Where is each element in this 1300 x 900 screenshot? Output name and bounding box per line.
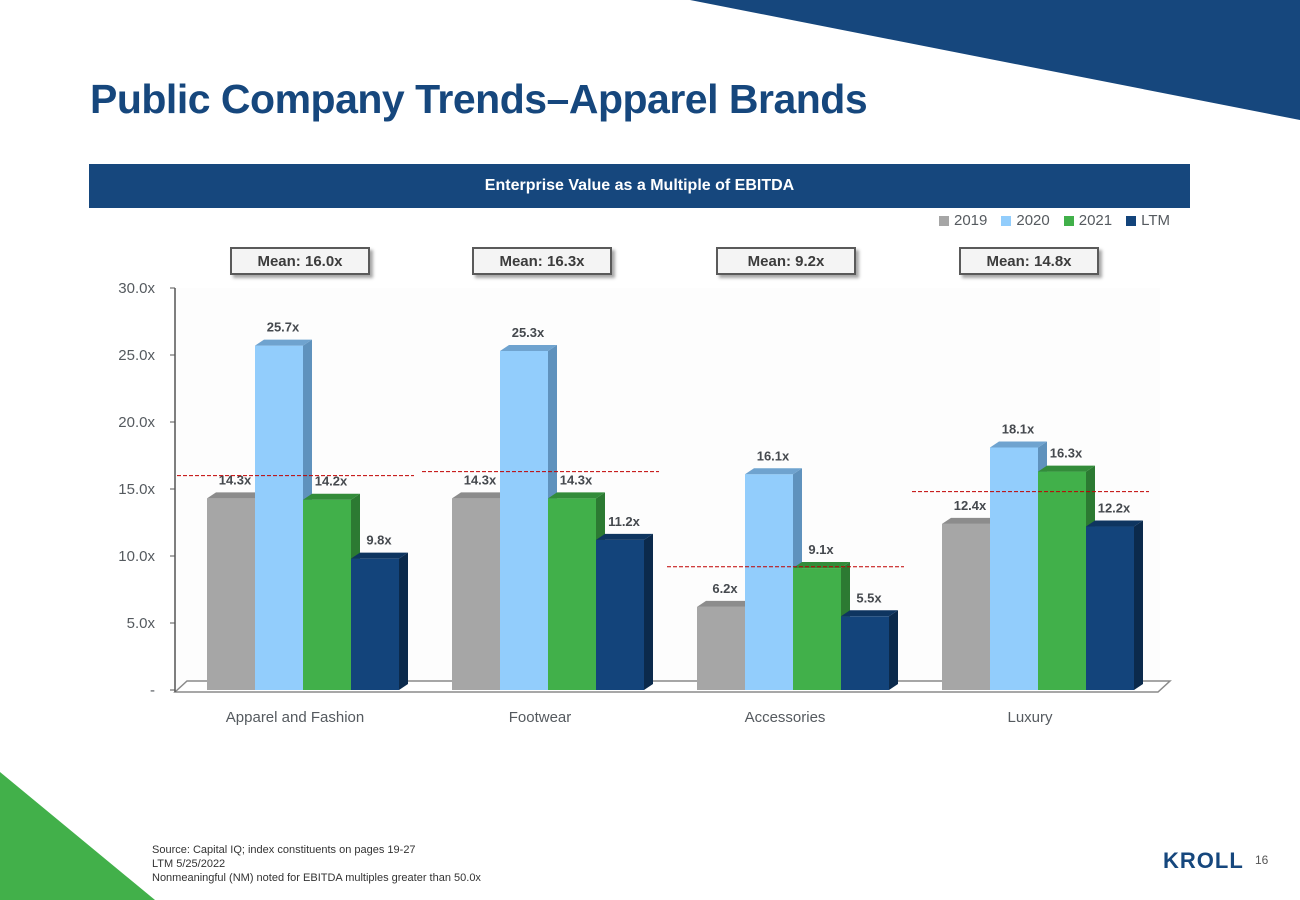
bar-2019-top <box>207 492 264 499</box>
y-tick-label: 25.0x <box>118 347 155 364</box>
legend-label-ltm: LTM <box>1141 212 1170 229</box>
data-label: 9.8x <box>366 533 392 548</box>
mean-label: Mean: 16.3x <box>499 252 585 270</box>
page-title: Public Company Trends–Apparel Brands <box>90 76 868 122</box>
x-category-label: Accessories <box>745 709 826 726</box>
bar-2019-front <box>697 606 745 690</box>
bar-2021-top <box>1038 465 1095 472</box>
data-label: 6.2x <box>712 581 738 596</box>
legend-label-2019: 2019 <box>953 212 988 229</box>
data-label: 25.3x <box>512 325 545 340</box>
chart-legend: 2019 2020 2021 LTM <box>938 212 1170 229</box>
bar-ltm-side <box>1134 520 1143 690</box>
data-label: 14.2x <box>315 474 348 489</box>
bar-2020-top <box>255 339 312 346</box>
data-label: 18.1x <box>1002 421 1035 436</box>
bar-ltm-side <box>399 552 408 690</box>
bar-2020-front <box>745 474 793 690</box>
bar-2019-top <box>942 517 999 524</box>
bar-ltm-front <box>841 616 889 690</box>
chart-title-banner: Enterprise Value as a Multiple of EBITDA <box>89 164 1190 208</box>
data-label: 16.3x <box>1050 446 1083 461</box>
bar-ltm-top <box>351 552 408 559</box>
footnote-ltm-date: LTM 5/25/2022 <box>152 858 226 870</box>
legend-swatch-2019 <box>938 215 949 226</box>
bar-2019-top <box>697 600 754 607</box>
bar-ltm-top <box>596 533 653 540</box>
data-label: 14.3x <box>464 472 497 487</box>
bar-2021-front <box>303 499 351 690</box>
data-label: 12.4x <box>954 498 987 513</box>
bar-ltm-side <box>889 610 898 690</box>
bar-2021-top <box>548 492 605 499</box>
bar-2021-front <box>793 568 841 690</box>
kroll-logo: KROLL <box>1163 848 1244 873</box>
bar-2020-top <box>745 468 802 475</box>
legend-item-2021: 2021 <box>1063 212 1113 229</box>
y-tick-label: 15.0x <box>118 481 155 498</box>
mean-label: Mean: 16.0x <box>257 252 343 270</box>
y-tick-label: 5.0x <box>127 615 156 632</box>
bar-ltm-front <box>351 558 399 690</box>
footnote-source: Source: Capital IQ; index constituents o… <box>152 844 416 856</box>
chart-floor <box>173 680 1172 693</box>
chart-title: Enterprise Value as a Multiple of EBITDA <box>484 177 795 194</box>
footnote-nm: Nonmeaningful (NM) noted for EBITDA mult… <box>152 872 481 884</box>
bar-2020-front <box>990 447 1038 690</box>
y-tick-label: - <box>150 682 155 699</box>
bar-2021-front <box>548 498 596 690</box>
y-tick-label: 20.0x <box>118 414 155 431</box>
data-label: 14.3x <box>560 472 593 487</box>
bar-2021-front <box>1038 471 1086 690</box>
legend-swatch-ltm <box>1126 215 1137 226</box>
x-category-label: Luxury <box>1007 709 1053 726</box>
bar-ltm-front <box>1086 526 1134 690</box>
legend-label-2021: 2021 <box>1078 212 1113 229</box>
legend-item-2020: 2020 <box>1001 212 1050 229</box>
bar-2019-top <box>452 492 509 499</box>
legend-swatch-2021 <box>1063 215 1074 226</box>
bar-2020-top <box>990 441 1047 448</box>
footnotes: Source: Capital IQ; index constituents o… <box>152 843 481 885</box>
mean-label: Mean: 14.8x <box>986 252 1072 270</box>
mean-box-accessories: Mean: 9.2x <box>716 247 856 275</box>
data-label: 25.7x <box>267 320 300 335</box>
mean-label: Mean: 9.2x <box>747 252 825 270</box>
bar-ltm-top <box>1086 520 1143 527</box>
bar-ltm-side <box>644 533 653 690</box>
x-category-label: Apparel and Fashion <box>226 709 364 726</box>
bar-ltm-front <box>596 539 644 690</box>
mean-box-apparel-and-fashion: Mean: 16.0x <box>230 247 370 275</box>
bar-2019-front <box>452 498 500 690</box>
legend-label-2020: 2020 <box>1016 212 1050 229</box>
bar-2020-front <box>500 350 548 690</box>
y-tick-label: 30.0x <box>118 280 155 297</box>
page-number: 16 <box>1255 853 1269 867</box>
data-label: 16.1x <box>757 448 790 463</box>
legend-item-ltm: LTM <box>1126 212 1170 229</box>
data-label: 5.5x <box>856 590 882 605</box>
legend-item-2019: 2019 <box>938 212 988 229</box>
data-label: 12.2x <box>1098 501 1131 516</box>
bar-ltm-top <box>841 610 898 617</box>
x-category-label: Footwear <box>509 709 572 726</box>
bar-2020-front <box>255 345 303 690</box>
bar-2021-top <box>303 493 360 500</box>
mean-box-footwear: Mean: 16.3x <box>472 247 612 275</box>
bar-2019-front <box>207 498 255 690</box>
data-label: 11.2x <box>608 514 641 529</box>
data-label: 9.1x <box>808 542 834 557</box>
y-tick-label: 10.0x <box>118 548 155 565</box>
legend-swatch-2020 <box>1001 215 1012 226</box>
mean-box-luxury: Mean: 14.8x <box>959 247 1099 275</box>
bar-2019-front <box>942 523 990 690</box>
bar-2020-top <box>500 344 557 351</box>
data-label: 14.3x <box>219 472 252 487</box>
